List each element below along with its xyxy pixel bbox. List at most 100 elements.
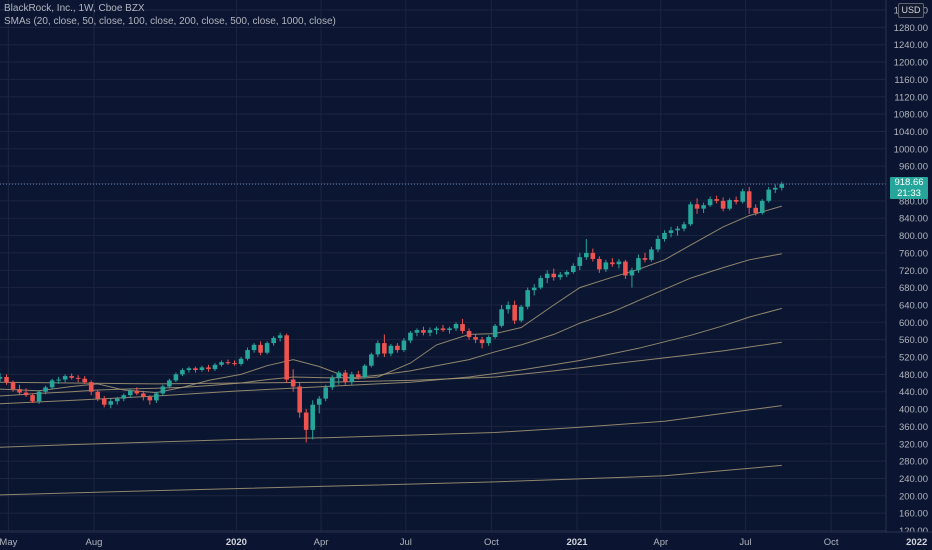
candle-body xyxy=(56,379,61,381)
candle-body xyxy=(564,271,570,275)
indicator-legend[interactable]: SMAs (20, close, 50, close, 100, close, … xyxy=(4,16,336,27)
price-tick-label: 360.00 xyxy=(899,422,928,433)
candle xyxy=(108,398,114,409)
price-tick-label: 1280.00 xyxy=(894,23,928,34)
candle xyxy=(75,375,81,383)
sma-line xyxy=(0,253,782,397)
candle-body xyxy=(688,204,693,225)
candle-body xyxy=(759,200,765,213)
candle-body xyxy=(440,328,446,331)
candle-body xyxy=(421,330,426,333)
candle xyxy=(603,259,609,272)
candle xyxy=(779,181,785,191)
price-tick-label: 880.00 xyxy=(899,196,928,207)
price-axis: 120.00160.00200.00240.00280.00320.00360.… xyxy=(885,0,932,550)
price-tick-label: 1200.00 xyxy=(894,58,928,69)
candle-body xyxy=(264,343,270,353)
candle xyxy=(707,196,713,207)
candle xyxy=(597,256,602,273)
candle xyxy=(342,370,348,385)
candle-body xyxy=(655,239,661,250)
time-axis: MayAug2020AprJulOct2021AprJulOct2022AprJ… xyxy=(0,531,932,550)
candle xyxy=(62,374,68,383)
candle-body xyxy=(714,199,719,201)
price-tick-label: 240.00 xyxy=(899,474,928,485)
candle xyxy=(499,304,504,328)
candle xyxy=(642,252,648,263)
candle-body xyxy=(154,393,159,401)
candle-body xyxy=(219,362,224,365)
candle-body xyxy=(447,328,452,331)
candle-body xyxy=(681,224,687,229)
price-tick-label: 200.00 xyxy=(899,491,928,502)
candle xyxy=(733,196,739,205)
price-tick-label: 720.00 xyxy=(899,266,928,277)
candle xyxy=(251,343,257,353)
candle-body xyxy=(69,376,74,378)
candle xyxy=(675,226,680,236)
candle xyxy=(740,188,745,204)
candle xyxy=(316,396,322,414)
last-price-badge: 918.66 21:33 xyxy=(890,177,928,200)
candle xyxy=(655,235,661,253)
price-tick-label: 600.00 xyxy=(899,318,928,329)
time-tick-label: 2020 xyxy=(226,537,247,548)
candle xyxy=(0,373,3,383)
candle xyxy=(727,198,732,211)
bar-countdown-label: 21:33 xyxy=(897,188,921,200)
time-tick-label: Apr xyxy=(653,537,668,548)
candle-body xyxy=(193,368,198,371)
sma-line xyxy=(0,405,782,448)
candle xyxy=(531,284,537,296)
candle xyxy=(362,363,368,379)
candle-body xyxy=(238,358,244,364)
candle-body xyxy=(492,325,498,338)
time-tick-label: 2021 xyxy=(566,537,588,548)
sma-lines xyxy=(0,205,782,496)
time-tick-label: Jul xyxy=(400,537,412,548)
candle-body xyxy=(544,273,550,279)
price-tick-label: 1120.00 xyxy=(894,92,928,103)
candle xyxy=(36,389,42,404)
candle-body xyxy=(623,261,628,276)
candle xyxy=(629,267,635,288)
symbol-title[interactable]: BlackRock, Inc., 1W, Cboe BZX xyxy=(4,3,145,14)
candle xyxy=(681,221,687,232)
candle-body xyxy=(206,367,211,370)
price-tick-label: 840.00 xyxy=(899,214,928,225)
candle-body xyxy=(629,270,635,276)
candle xyxy=(10,380,16,392)
candle xyxy=(303,409,309,443)
time-tick-label: Oct xyxy=(484,537,499,548)
candle xyxy=(173,372,179,383)
candle-body xyxy=(505,304,511,310)
candle xyxy=(264,341,270,355)
time-tick-label: Jul xyxy=(739,537,751,548)
candle-body xyxy=(590,252,596,259)
candle xyxy=(466,328,472,340)
candle xyxy=(460,318,465,334)
candle-body xyxy=(499,309,504,326)
candle xyxy=(310,400,316,440)
candle xyxy=(4,374,9,385)
candle xyxy=(401,337,407,352)
candle-body xyxy=(408,332,413,341)
candles xyxy=(0,181,785,443)
candle xyxy=(577,252,583,271)
candle xyxy=(382,334,387,357)
candle xyxy=(616,258,622,269)
currency-button[interactable]: USD xyxy=(898,3,924,18)
candle xyxy=(186,366,192,373)
candle-body xyxy=(584,252,589,258)
candle-body xyxy=(401,340,407,351)
candle xyxy=(584,239,589,260)
candle-body xyxy=(336,372,342,378)
candle-body xyxy=(518,306,524,321)
candle-body xyxy=(551,273,557,278)
candle xyxy=(356,370,361,380)
candle-body xyxy=(43,387,48,392)
time-tick-label: 2022 xyxy=(906,537,927,548)
candle-body xyxy=(772,187,778,190)
